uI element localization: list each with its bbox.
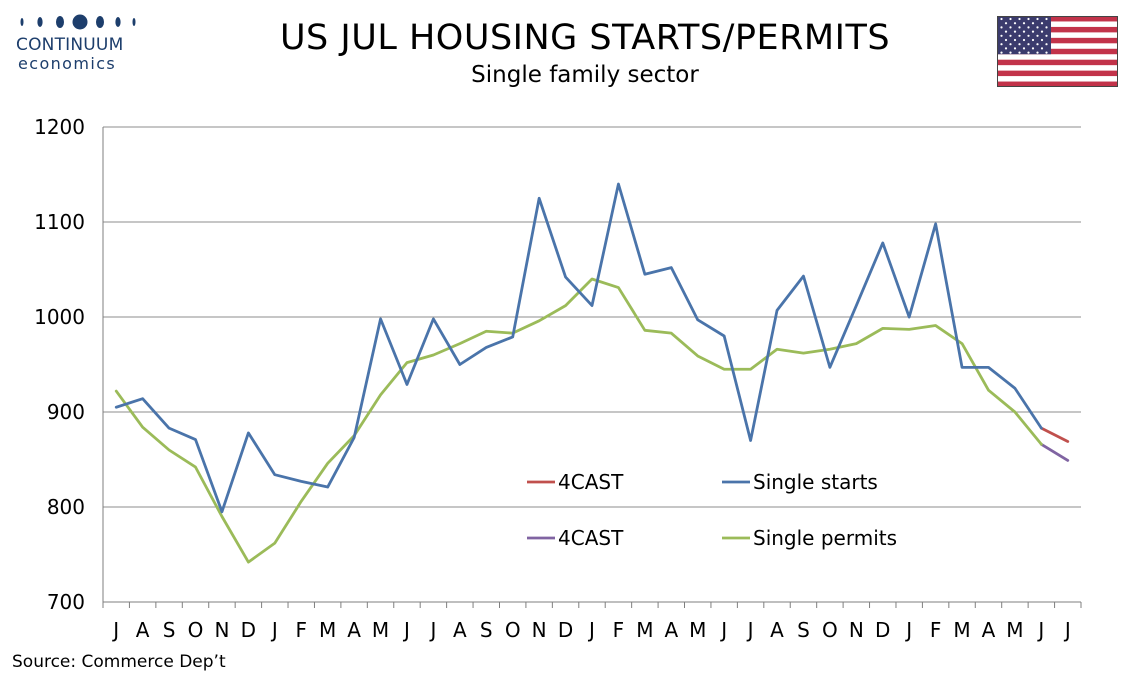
legend-label: Single permits bbox=[753, 526, 897, 550]
x-tick-label: J bbox=[111, 618, 119, 642]
x-tick-label: D bbox=[558, 618, 573, 642]
x-tick-label: O bbox=[822, 618, 838, 642]
y-tick-label: 1100 bbox=[34, 210, 85, 234]
4cast-line-3 bbox=[1039, 442, 1070, 462]
x-tick-label: J bbox=[428, 618, 436, 642]
chart-title: US JUL HOUSING STARTS/PERMITS bbox=[279, 18, 891, 58]
x-tick-label: A bbox=[982, 618, 996, 642]
x-tick-label: J bbox=[587, 618, 595, 642]
x-tick-label: A bbox=[770, 618, 784, 642]
x-tick-label: O bbox=[505, 618, 521, 642]
x-tick-label: A bbox=[453, 618, 467, 642]
legend-label: 4CAST bbox=[558, 526, 624, 550]
x-tick-label: J bbox=[270, 618, 278, 642]
logo-sub: economics bbox=[18, 54, 117, 73]
us-flag-icon bbox=[997, 16, 1118, 87]
x-tick-label: O bbox=[188, 618, 204, 642]
x-tick-label: M bbox=[953, 618, 970, 642]
x-tick-label: S bbox=[163, 618, 176, 642]
x-tick-label: S bbox=[797, 618, 810, 642]
x-tick-label: N bbox=[532, 618, 547, 642]
y-tick-label: 1000 bbox=[34, 305, 85, 329]
4cast-line-2 bbox=[1039, 426, 1070, 443]
x-tick-label: M bbox=[689, 618, 706, 642]
legend-label: 4CAST bbox=[558, 470, 624, 494]
single-starts-line-0 bbox=[114, 182, 1043, 514]
legend-label: Single starts bbox=[753, 470, 878, 494]
x-tick-label: M bbox=[319, 618, 336, 642]
x-tick-label: F bbox=[613, 618, 625, 642]
x-tick-label: J bbox=[746, 618, 754, 642]
logo: CONTINUUM economics bbox=[12, 14, 142, 76]
x-tick-label: M bbox=[636, 618, 653, 642]
x-tick-label: M bbox=[1006, 618, 1023, 642]
x-tick-label: N bbox=[849, 618, 864, 642]
single-permits-line-1 bbox=[114, 277, 1043, 564]
source-note: Source: Commerce Dep’t bbox=[12, 652, 226, 672]
x-tick-label: F bbox=[930, 618, 942, 642]
logo-name: CONTINUUM bbox=[16, 35, 124, 55]
x-tick-label: J bbox=[1063, 618, 1071, 642]
y-tick-label: 1200 bbox=[34, 115, 85, 139]
y-tick-label: 800 bbox=[47, 495, 85, 519]
x-tick-label: A bbox=[347, 618, 361, 642]
x-tick-label: D bbox=[875, 618, 890, 642]
y-tick-label: 700 bbox=[47, 590, 85, 614]
logo-dots-icon bbox=[20, 14, 136, 30]
x-tick-label: A bbox=[664, 618, 678, 642]
x-tick-label: F bbox=[295, 618, 307, 642]
x-tick-label: J bbox=[402, 618, 410, 642]
x-tick-label: D bbox=[241, 618, 256, 642]
x-tick-label: J bbox=[719, 618, 727, 642]
x-tick-label: N bbox=[214, 618, 229, 642]
y-tick-label: 900 bbox=[47, 400, 85, 424]
x-tick-label: M bbox=[372, 618, 389, 642]
x-tick-label: S bbox=[480, 618, 493, 642]
x-tick-label: J bbox=[1036, 618, 1044, 642]
chart-subtitle: Single family sector bbox=[471, 62, 699, 88]
x-tick-label: A bbox=[136, 618, 150, 642]
x-tick-label: J bbox=[904, 618, 912, 642]
